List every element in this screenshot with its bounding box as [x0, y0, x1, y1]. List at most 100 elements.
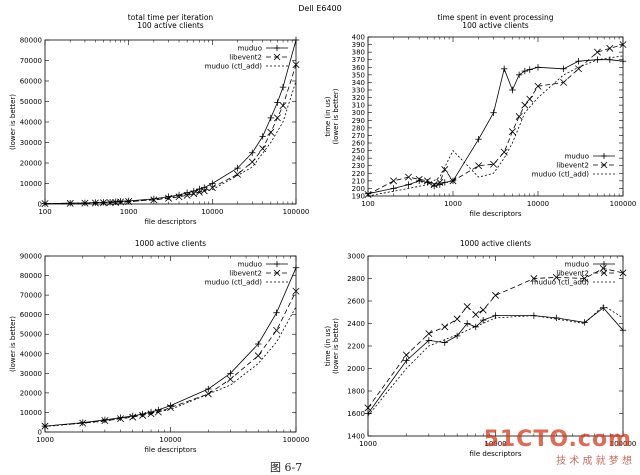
data-point-marker — [402, 351, 410, 359]
data-point-marker — [101, 416, 109, 424]
data-point-marker — [619, 41, 627, 49]
data-point-marker — [190, 190, 198, 198]
data-point-marker — [606, 44, 614, 52]
series-line-3 — [44, 306, 297, 427]
watermark-logo: 51CTO.com 技 术 成 就 梦 想 — [484, 427, 632, 467]
data-point-marker — [430, 182, 438, 190]
series-line-3 — [367, 304, 624, 417]
data-point-marker — [581, 319, 588, 326]
data-point-marker — [619, 269, 627, 277]
y-tick-label: 30000 — [20, 139, 42, 147]
x-tick-label: 1000 — [36, 436, 54, 444]
data-point-marker — [175, 193, 183, 201]
data-point-marker — [205, 385, 212, 393]
data-point-marker — [364, 404, 372, 412]
x-axis-label: file descriptors — [470, 210, 522, 218]
y-tick-label: 190 — [352, 193, 365, 201]
data-point-marker — [526, 66, 533, 73]
chart-panel-3: 1000 active clients 0 10000 20000 30000 40000… — [9, 239, 309, 454]
data-point-marker — [125, 198, 133, 206]
y-tick-label: 90000 — [20, 253, 42, 261]
y-tick-label: 50000 — [20, 331, 42, 339]
data-point-marker — [500, 65, 508, 72]
data-point-marker — [183, 191, 191, 199]
y-tick-label: 240 — [352, 155, 365, 163]
data-point-marker — [515, 71, 523, 79]
data-point-marker — [475, 162, 483, 170]
x-tick-label: 10000 — [201, 208, 223, 216]
y-tick-label: 390 — [352, 41, 365, 49]
y-axis-label: (lower is better) — [9, 316, 17, 372]
x-tick-label: 10000 — [159, 436, 181, 444]
series-line-1 — [367, 59, 624, 195]
data-point-marker — [150, 196, 158, 204]
data-point-marker — [403, 357, 410, 364]
data-point-marker — [117, 415, 125, 423]
data-point-marker — [530, 275, 538, 282]
y-tick-label: 1800 — [347, 388, 365, 396]
y-tick-label: 330 — [352, 87, 365, 95]
y-tick-label: 0 — [38, 429, 42, 437]
data-point-marker — [259, 145, 267, 153]
x-tick-label: 100000 — [610, 440, 637, 448]
y-tick-label: 260 — [352, 140, 365, 148]
y-tick-label: 270 — [352, 132, 365, 140]
legend-label: libevent2 — [229, 270, 262, 278]
y-axis-label: (lower is better) — [332, 88, 340, 144]
data-point-marker — [472, 311, 480, 318]
chart-title: total time per iteration — [128, 13, 214, 22]
y-tick-label: 320 — [352, 94, 365, 102]
figure-caption: 图 6-7 — [270, 461, 303, 474]
y-tick-label: 70000 — [20, 57, 42, 65]
legend-label: muduo — [238, 45, 262, 53]
x-tick-label: 1000 — [120, 208, 138, 216]
y-tick-label: 300 — [352, 109, 365, 117]
data-point-marker — [425, 337, 433, 344]
x-axis-label: file descriptors — [145, 218, 197, 226]
series-line-3 — [367, 55, 624, 197]
y-tick-label: 280 — [352, 124, 365, 132]
data-point-marker — [463, 303, 471, 311]
data-point-marker — [619, 58, 627, 65]
data-point-marker — [521, 101, 529, 109]
data-point-marker — [534, 82, 542, 90]
data-point-marker — [492, 291, 499, 299]
data-point-marker — [139, 411, 147, 419]
y-tick-label: 2400 — [347, 320, 365, 328]
data-point-marker — [552, 273, 560, 281]
data-point-marker — [117, 198, 125, 206]
data-point-marker — [581, 275, 589, 282]
data-point-marker — [500, 148, 508, 156]
series-line-2 — [44, 291, 297, 427]
chart-subtitle: 100 active clients — [137, 21, 203, 30]
y-tick-label: 20000 — [20, 389, 42, 397]
y-tick-label: 360 — [352, 64, 365, 72]
data-point-marker — [147, 410, 155, 418]
legend-label: muduo — [238, 261, 262, 269]
chart-title: 1000 active clients — [135, 239, 206, 248]
data-point-marker — [165, 194, 173, 202]
data-point-marker — [415, 177, 423, 185]
data-point-marker — [273, 114, 281, 122]
data-point-marker — [267, 114, 275, 122]
legend-label: muduo (ctl_add) — [532, 279, 590, 287]
data-point-marker — [273, 309, 280, 316]
data-point-marker — [475, 136, 482, 143]
data-point-marker — [254, 352, 262, 360]
data-point-marker — [515, 113, 523, 120]
data-point-marker — [415, 175, 423, 183]
data-point-marker — [101, 417, 109, 425]
x-tick-label: 100 — [38, 208, 51, 216]
y-tick-label: 1400 — [347, 433, 365, 441]
data-point-marker — [209, 180, 216, 187]
data-point-marker — [425, 330, 433, 338]
plot-frame — [367, 36, 624, 197]
data-point-marker — [423, 177, 431, 185]
data-point-marker — [201, 184, 208, 191]
y-tick-label: 2800 — [347, 275, 365, 283]
data-point-marker — [453, 315, 461, 323]
legend-label: muduo (ctl_add) — [205, 63, 263, 71]
legend-label: muduo — [565, 153, 589, 161]
y-tick-label: 70000 — [20, 292, 42, 300]
